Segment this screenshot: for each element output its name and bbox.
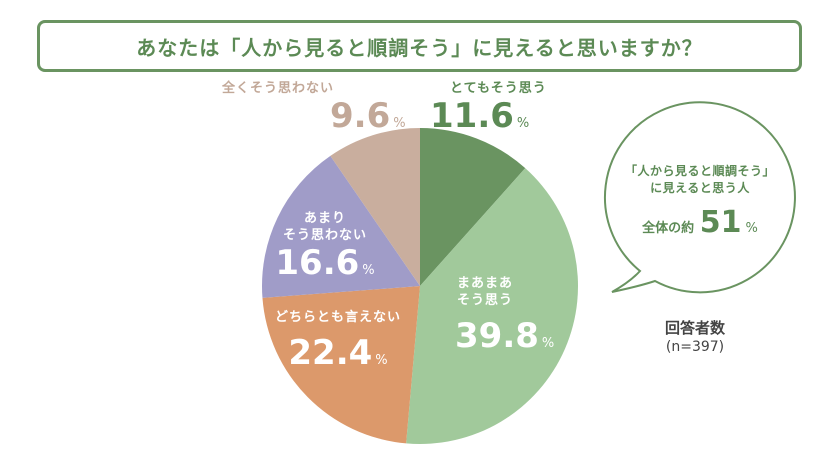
label-percent: % [516, 116, 530, 131]
bubble-percent: % [745, 221, 758, 236]
pie-slice [420, 128, 526, 286]
pie-slice [330, 128, 420, 286]
bubble-line1: 「人から見ると順調そう」 [624, 164, 775, 178]
label-strongly-disagree: 全くそう思わない 9.6% [222, 80, 406, 136]
label-value: 22.4 [288, 333, 373, 373]
label-category: とてもそう思う [450, 81, 547, 96]
label-percent: % [375, 353, 388, 368]
respondent-label: 回答者数 [664, 319, 725, 337]
label-category: どちらとも言えない [274, 310, 401, 325]
bubble-content: 「人から見ると順調そう」 に見えると思う人 全体の約 51% [605, 163, 795, 240]
label-line2: そう思わない [282, 228, 367, 243]
chart-title-box: あなたは「人から見ると順調そう」に見えると思いますか？ [37, 20, 802, 72]
speech-bubble [604, 101, 796, 294]
label-value: 11.6 [430, 96, 514, 136]
respondent-count: 回答者数 (n=397) [640, 318, 750, 356]
label-category: 全くそう思わない [222, 81, 335, 96]
label-percent: % [393, 116, 406, 131]
label-percent: % [362, 263, 375, 278]
bubble-line2: に見えると思う人 [650, 181, 750, 195]
label-value: 16.6 [275, 243, 360, 283]
pie-slice [262, 286, 420, 444]
label-strongly-agree: とてもそう思う 11.6% [430, 80, 600, 135]
pie-slices [262, 128, 578, 445]
bubble-value: 51 [699, 205, 742, 240]
label-value: 39.8 [455, 316, 539, 356]
pie-slice [262, 155, 420, 298]
label-neutral: どちらとも言えない 22.4% [263, 309, 413, 372]
label-somewhat-agree: まあまあ そう思う 39.8% [445, 275, 555, 355]
label-somewhat-disagree: あまり そう思わない 16.6% [270, 210, 380, 282]
respondent-n: (n=397) [665, 339, 725, 355]
label-line1: まあまあ [457, 276, 514, 291]
label-value: 9.6 [330, 96, 391, 136]
pie-slice [406, 168, 578, 445]
bubble-prefix: 全体の約 [642, 221, 695, 236]
label-percent: % [541, 336, 555, 351]
label-line2: そう思う [457, 293, 514, 308]
label-line1: あまり [303, 211, 346, 226]
chart-title: あなたは「人から見ると順調そう」に見えると思いますか？ [136, 35, 703, 60]
